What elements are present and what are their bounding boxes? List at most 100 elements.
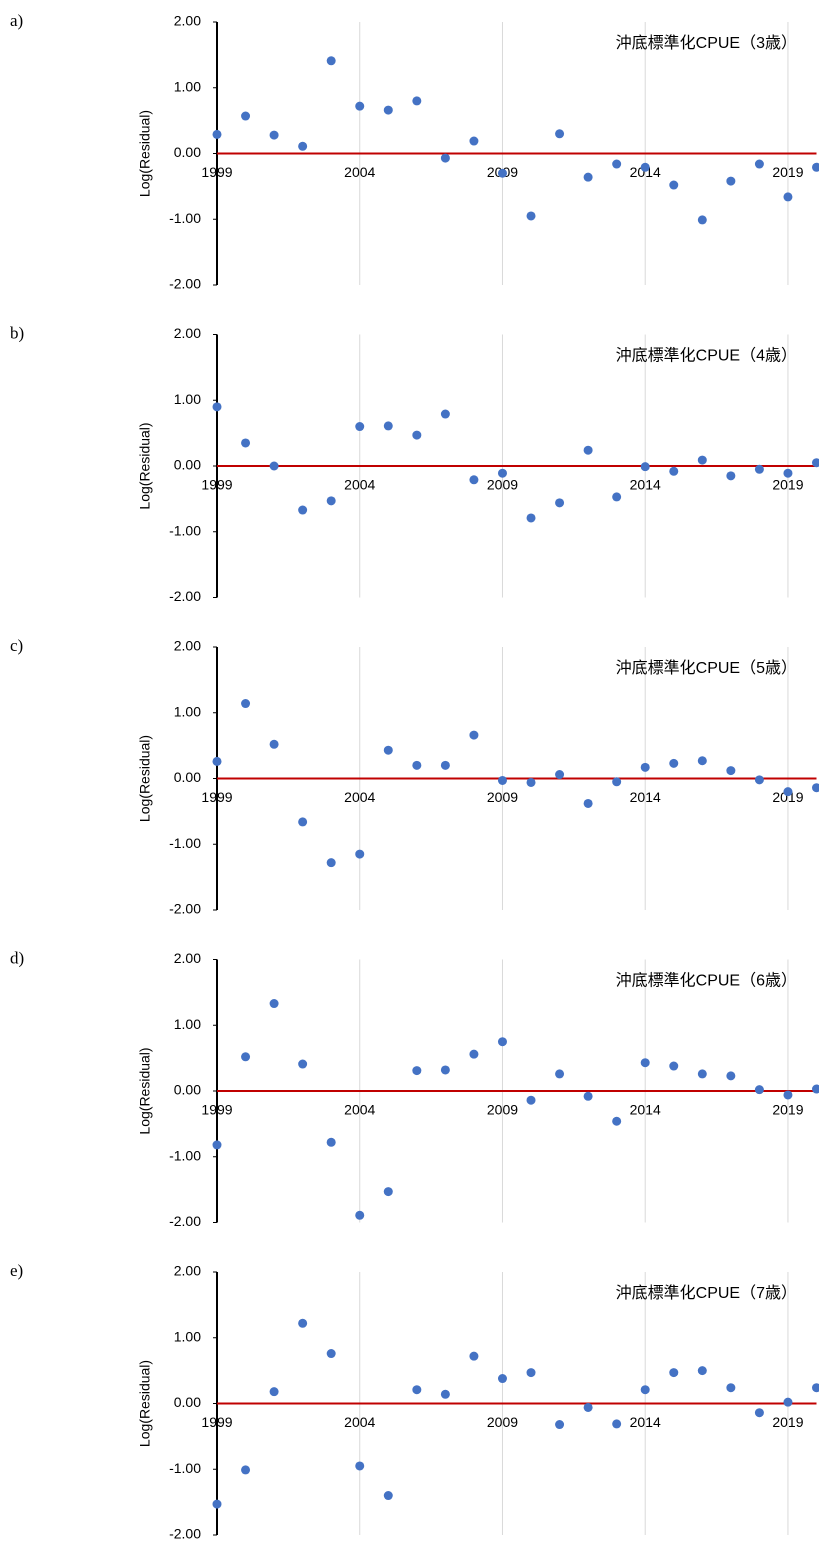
y-tick-label: 1.00 [174, 78, 201, 94]
point [383, 745, 393, 755]
point [412, 430, 422, 440]
point [212, 756, 222, 766]
y-axis-label: Log(Residual) [137, 110, 153, 197]
x-tick-label: 2019 [772, 477, 803, 493]
x-tick-label: 2019 [772, 1414, 803, 1430]
point [754, 1085, 764, 1095]
x-tick-label: 2004 [344, 1414, 375, 1430]
y-tick-label: -2.00 [169, 901, 201, 917]
point [726, 766, 736, 776]
point [497, 168, 507, 178]
point [669, 1061, 679, 1071]
y-tick-label: -1.00 [169, 522, 201, 538]
point [412, 96, 422, 106]
point [583, 1402, 593, 1412]
y-tick-label: 1.00 [174, 703, 201, 719]
point [326, 1349, 336, 1359]
y-axis-label: Log(Residual) [137, 422, 153, 509]
x-tick-label: 2009 [487, 1414, 518, 1430]
x-tick-label: 2004 [344, 1102, 375, 1118]
point [241, 111, 251, 121]
point [669, 758, 679, 768]
point [212, 402, 222, 412]
point [497, 1037, 507, 1047]
point [697, 756, 707, 766]
point [526, 1095, 536, 1105]
point [612, 492, 622, 502]
y-tick-label: -2.00 [169, 276, 201, 292]
y-tick-label: 0.00 [174, 144, 201, 160]
panel-label: d) [10, 948, 24, 967]
point [241, 438, 251, 448]
x-tick-label: 2019 [772, 789, 803, 805]
x-tick-label: 2004 [344, 164, 375, 180]
point [812, 1383, 819, 1393]
point [326, 858, 336, 868]
point [269, 1387, 279, 1397]
y-tick-label: -1.00 [169, 1460, 201, 1476]
point [783, 468, 793, 478]
point [269, 130, 279, 140]
chart-title: 沖底標準化CPUE（4歳） [616, 347, 797, 365]
point [555, 1420, 565, 1430]
point [412, 1066, 422, 1076]
point [440, 1389, 450, 1399]
y-tick-label: 0.00 [174, 769, 201, 785]
point [754, 159, 764, 169]
point [269, 999, 279, 1009]
x-tick-label: 2004 [344, 477, 375, 493]
chart-title: 沖底標準化CPUE（6歳） [616, 972, 797, 990]
y-tick-label: -1.00 [169, 210, 201, 226]
point [612, 1116, 622, 1126]
point [383, 421, 393, 431]
y-axis-label: Log(Residual) [137, 1360, 153, 1447]
point [640, 762, 650, 772]
point [583, 1091, 593, 1101]
point [555, 129, 565, 139]
point [812, 162, 819, 172]
point [583, 172, 593, 182]
point [640, 1058, 650, 1068]
panel-label: c) [10, 636, 23, 655]
x-tick-label: 2019 [772, 1102, 803, 1118]
y-tick-label: 0.00 [174, 1082, 201, 1098]
point [440, 760, 450, 770]
point [640, 1385, 650, 1395]
point [783, 192, 793, 202]
point [469, 1351, 479, 1361]
point [754, 1408, 764, 1418]
point [640, 462, 650, 472]
point [669, 1368, 679, 1378]
point [355, 1461, 365, 1471]
point [469, 136, 479, 146]
point [526, 777, 536, 787]
point [355, 101, 365, 111]
point [355, 422, 365, 432]
point [812, 1084, 819, 1094]
x-tick-label: 2004 [344, 789, 375, 805]
point [812, 783, 819, 793]
point [298, 1318, 308, 1328]
point [326, 1137, 336, 1147]
point [583, 445, 593, 455]
x-tick-label: 2009 [487, 789, 518, 805]
panel-label: b) [10, 323, 24, 342]
point [383, 1491, 393, 1501]
chart-title: 沖底標準化CPUE（3歳） [616, 34, 797, 52]
panel-label: e) [10, 1261, 23, 1280]
point [469, 730, 479, 740]
point [669, 466, 679, 476]
point [440, 1065, 450, 1075]
y-tick-label: 2.00 [174, 950, 201, 966]
point [697, 455, 707, 465]
point [697, 1069, 707, 1079]
point [469, 475, 479, 485]
point [783, 1090, 793, 1100]
y-tick-label: 1.00 [174, 1016, 201, 1032]
point [326, 56, 336, 66]
point [440, 409, 450, 419]
x-tick-label: 2014 [630, 789, 661, 805]
y-tick-label: 0.00 [174, 1394, 201, 1410]
point [612, 159, 622, 169]
x-tick-label: 2009 [487, 1102, 518, 1118]
